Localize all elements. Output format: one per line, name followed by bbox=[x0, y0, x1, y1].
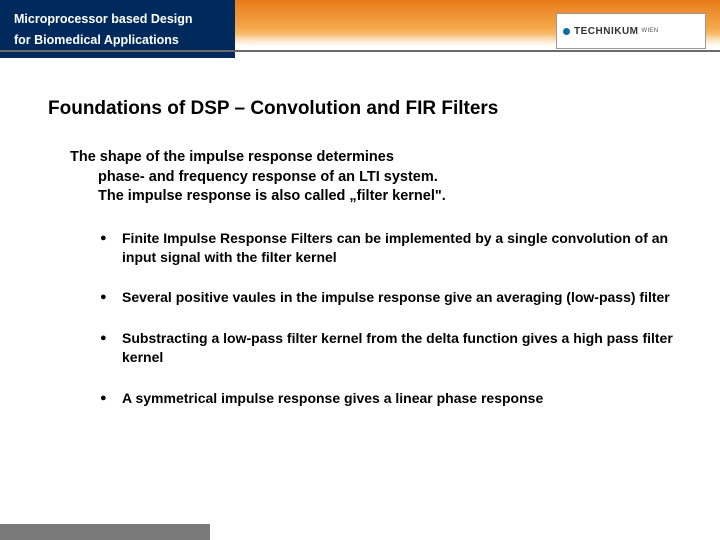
course-title-line2: for Biomedical Applications bbox=[14, 30, 235, 51]
intro-paragraph: The shape of the impulse response determ… bbox=[70, 148, 676, 207]
bullet-item: A symmetrical impulse response gives a l… bbox=[100, 389, 676, 408]
course-title-line1: Microprocessor based Design bbox=[14, 9, 235, 30]
slide-content: Foundations of DSP – Convolution and FIR… bbox=[0, 62, 720, 408]
slide-title: Foundations of DSP – Convolution and FIR… bbox=[48, 98, 676, 120]
institution-logo: TECHNIKUM WIEN bbox=[556, 13, 706, 49]
intro-line-3: The impulse response is also called „fil… bbox=[70, 187, 676, 207]
bullet-item: Finite Impulse Response Filters can be i… bbox=[100, 229, 676, 267]
intro-line-2: phase- and frequency response of an LTI … bbox=[70, 168, 676, 188]
logo-dot-icon bbox=[563, 28, 570, 35]
logo-text: TECHNIKUM bbox=[574, 26, 639, 37]
footer-bar bbox=[0, 524, 210, 540]
slide-header: Microprocessor based Design for Biomedic… bbox=[0, 0, 720, 62]
bullet-item: Substracting a low-pass filter kernel fr… bbox=[100, 329, 676, 367]
bullet-item: Several positive vaules in the impulse r… bbox=[100, 288, 676, 307]
header-divider bbox=[0, 50, 720, 52]
logo-subtext: WIEN bbox=[642, 28, 659, 34]
bullet-list: Finite Impulse Response Filters can be i… bbox=[100, 229, 676, 408]
intro-line-1: The shape of the impulse response determ… bbox=[70, 148, 676, 168]
